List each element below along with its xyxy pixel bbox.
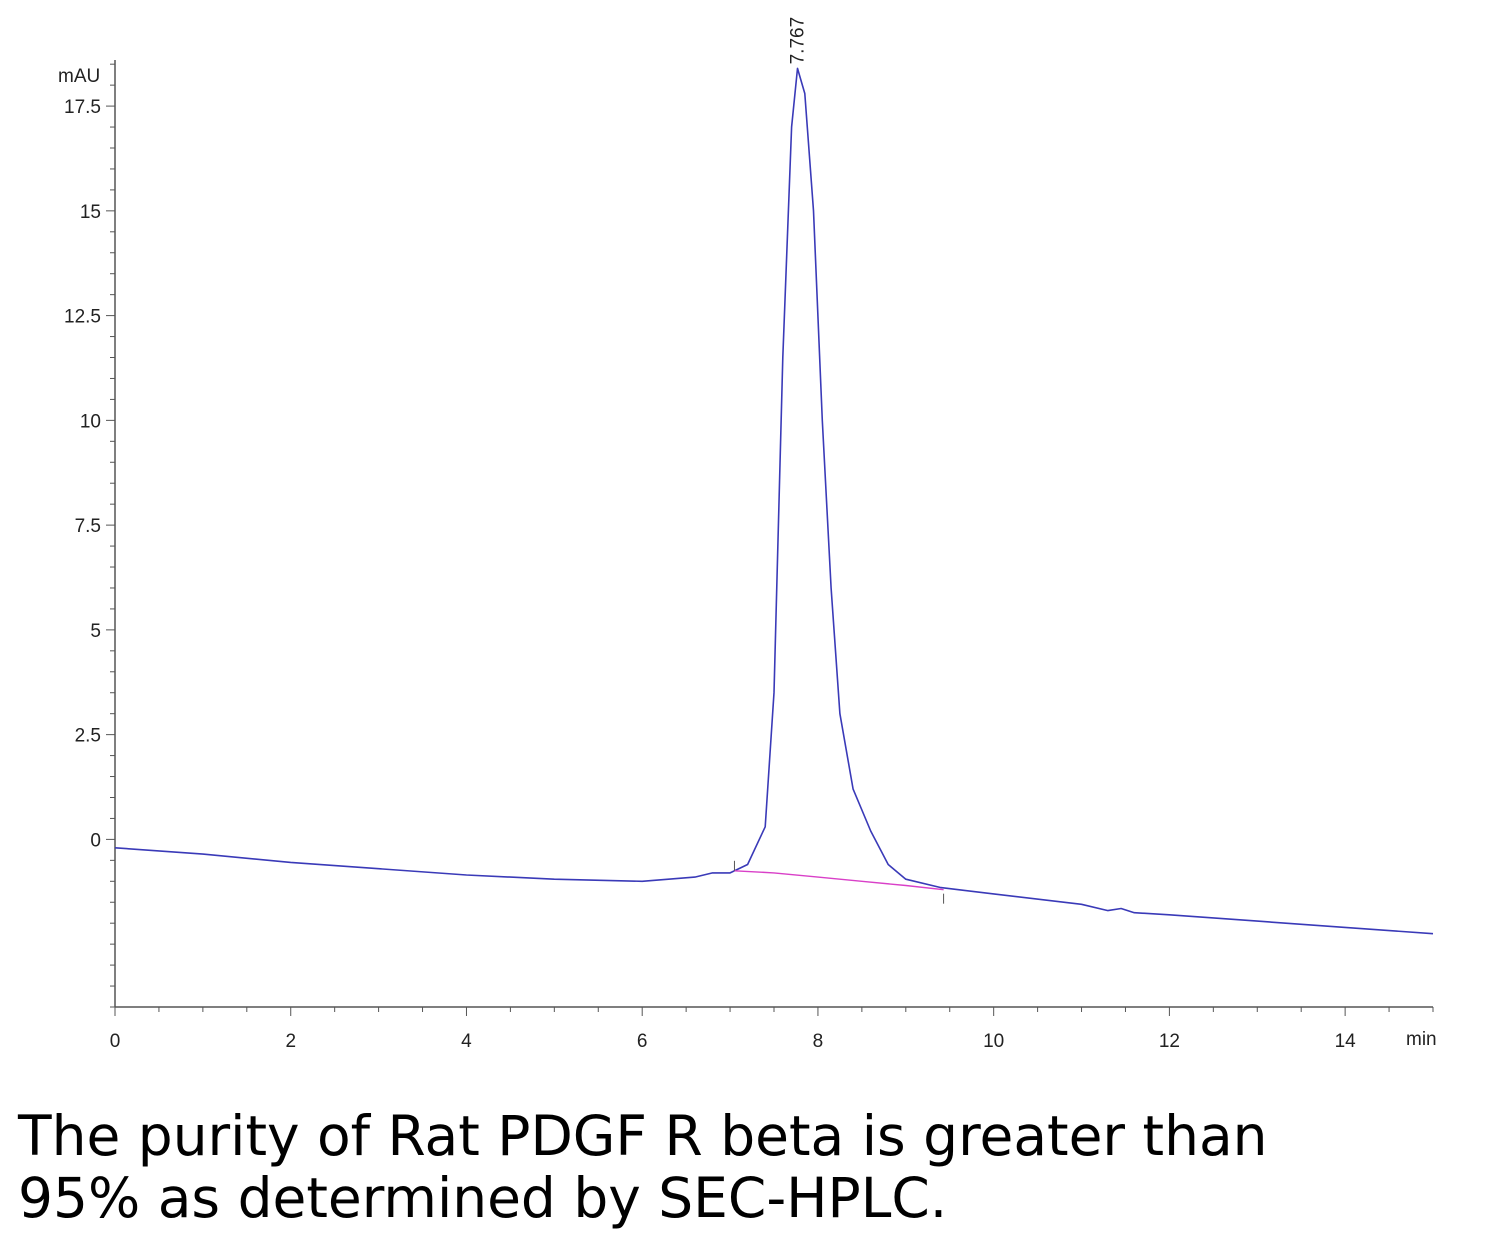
y-tick-label: 5	[90, 621, 101, 642]
axes	[114, 60, 1433, 1008]
y-tick-label: 15	[80, 202, 101, 223]
y-tick-label: 17.5	[64, 97, 101, 118]
x-tick-label: 0	[110, 1031, 121, 1052]
peak-retention-time-label: 7.767	[787, 17, 808, 65]
y-axis-unit-label: mAU	[58, 66, 100, 87]
y-tick-label: 0	[90, 830, 101, 851]
baseline-trace	[734, 870, 944, 891]
x-tick-label: 4	[461, 1031, 472, 1052]
caption-line-2: 95% as determined by SEC-HPLC.	[18, 1166, 948, 1230]
y-tick-label: 12.5	[64, 307, 101, 328]
x-tick-label: 2	[285, 1031, 296, 1052]
ticks: 0 2.5 5 7.5 10 12.5 15 17.5 0 2 4 6 8 10 12 14	[64, 63, 1434, 1052]
y-tick-label: 10	[80, 411, 101, 432]
caption: The purity of Rat PDGF R beta is greater…	[18, 1105, 1488, 1229]
x-tick-label: 10	[983, 1031, 1004, 1052]
series-layer	[114, 67, 1434, 935]
x-tick-label: 6	[637, 1031, 648, 1052]
x-tick-label: 8	[813, 1031, 824, 1052]
x-tick-label: 12	[1159, 1031, 1180, 1052]
caption-line-1: The purity of Rat PDGF R beta is greater…	[18, 1104, 1268, 1168]
y-tick-label: 7.5	[75, 516, 101, 537]
x-tick-label: 14	[1335, 1031, 1357, 1052]
x-axis-unit-label: min	[1406, 1029, 1437, 1050]
y-tick-label: 2.5	[75, 726, 101, 747]
chromatogram-trace	[114, 67, 1434, 935]
